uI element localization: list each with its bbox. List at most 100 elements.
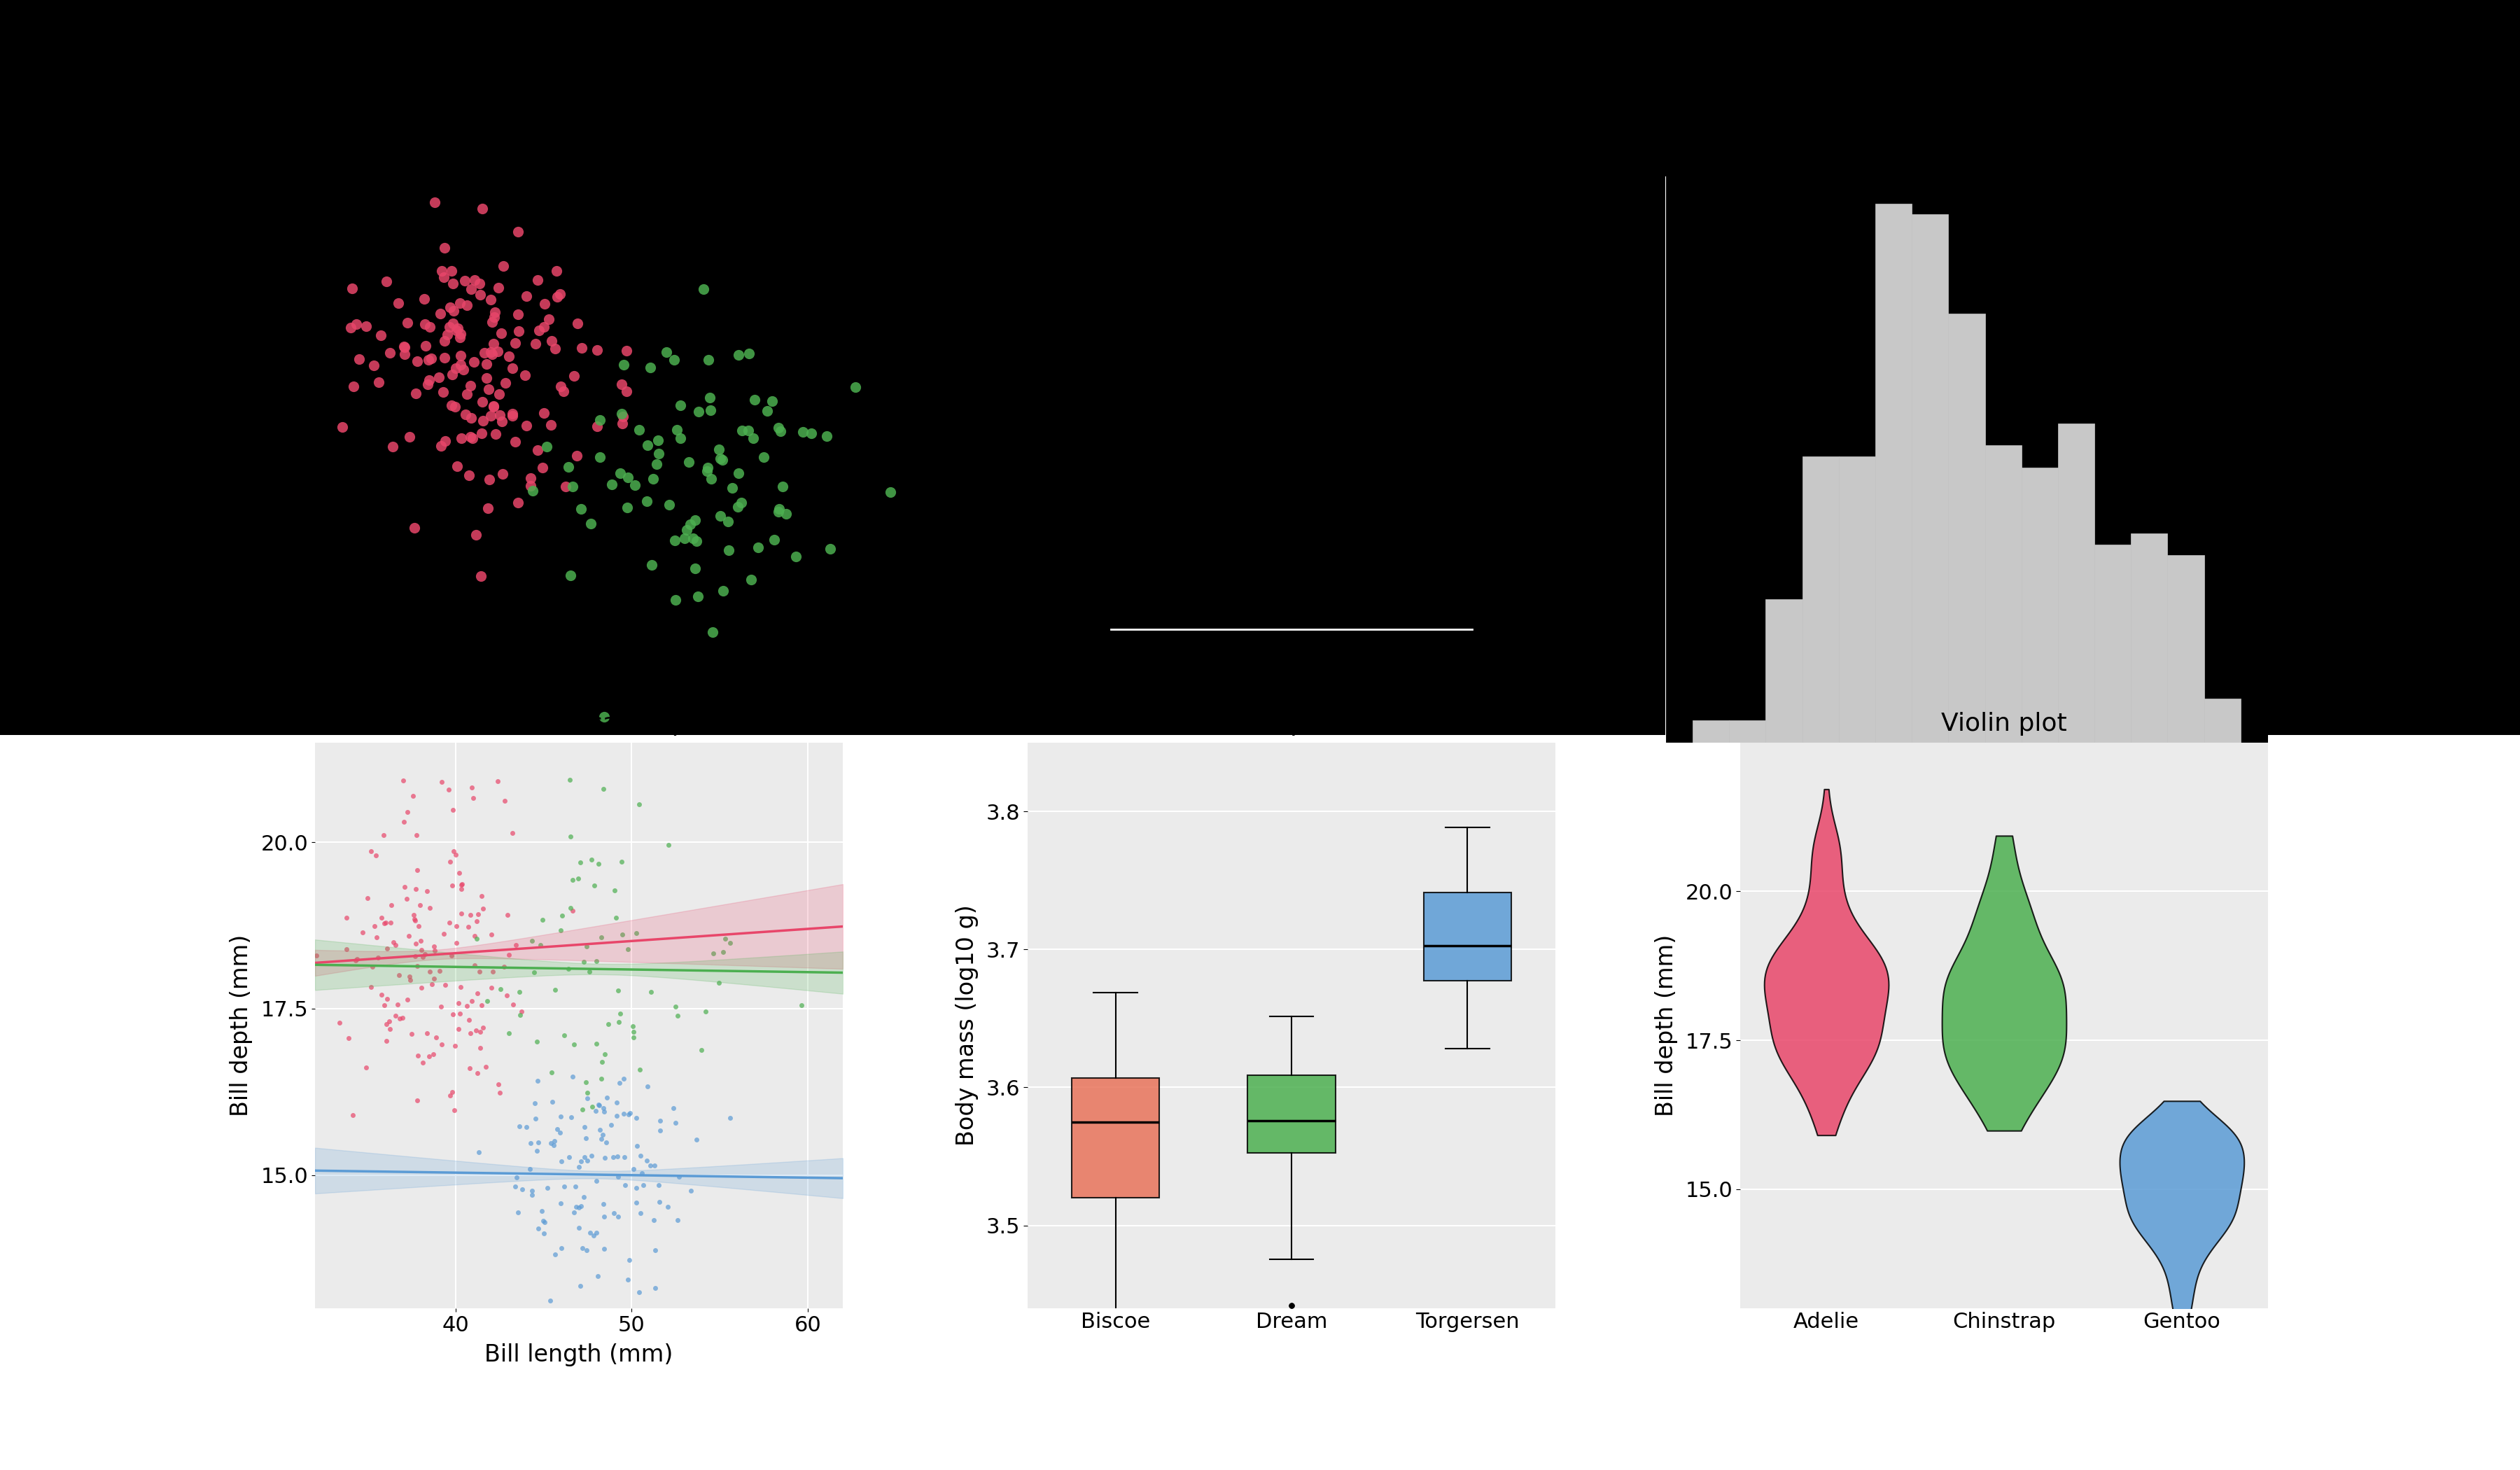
Point [474, 332, 514, 356]
Point [580, 1117, 620, 1141]
Point [552, 1064, 592, 1088]
Point [678, 400, 718, 423]
Point [595, 879, 635, 903]
Point [388, 310, 428, 334]
Point [580, 1094, 620, 1117]
Point [388, 800, 428, 823]
Point [486, 904, 527, 928]
Point [413, 190, 454, 213]
Point [527, 1176, 567, 1200]
Point [499, 1114, 539, 1138]
Point [630, 1154, 670, 1177]
Point [524, 401, 564, 425]
Point [597, 1104, 638, 1127]
Point [554, 1201, 595, 1225]
Point [481, 322, 522, 345]
Point [557, 444, 597, 467]
Point [809, 537, 849, 560]
Point [585, 1236, 625, 1260]
Point [350, 839, 391, 863]
Point [363, 906, 403, 929]
Point [496, 220, 537, 244]
Point [423, 329, 464, 353]
Point [461, 197, 501, 220]
Point [501, 1000, 542, 1023]
Point [428, 778, 469, 801]
Point [491, 822, 532, 845]
Point [575, 1310, 615, 1333]
Point [537, 259, 577, 282]
Point [675, 509, 716, 532]
Point [355, 914, 396, 938]
Point [406, 334, 446, 357]
Point [431, 873, 471, 897]
Point [464, 341, 504, 365]
Point [718, 462, 759, 485]
Point [426, 323, 466, 347]
Point [373, 931, 413, 954]
Point [456, 523, 496, 547]
Point [517, 438, 557, 462]
Point [461, 422, 501, 445]
Point [433, 312, 474, 335]
Point [368, 936, 408, 960]
Bar [1693, 720, 1729, 742]
Point [517, 1107, 557, 1130]
Point [441, 353, 481, 376]
Point [368, 986, 408, 1010]
Point [607, 340, 648, 363]
Point [469, 378, 509, 401]
Point [464, 1016, 504, 1039]
Point [743, 445, 784, 469]
Point [706, 926, 746, 950]
Point [559, 1194, 600, 1217]
Point [834, 375, 874, 398]
Point [365, 994, 406, 1017]
Point [675, 529, 716, 553]
Point [524, 1208, 564, 1232]
Point [355, 844, 396, 867]
Point [396, 932, 436, 956]
Point [517, 1139, 557, 1163]
Point [753, 390, 794, 413]
Point [690, 398, 731, 422]
Point [570, 1222, 610, 1245]
Point [466, 366, 507, 390]
Point [509, 1157, 549, 1180]
Point [627, 1150, 668, 1173]
Point [582, 1127, 622, 1151]
Point [396, 944, 436, 967]
Point [438, 316, 479, 340]
Point [360, 323, 401, 347]
Point [474, 394, 514, 417]
Point [610, 1248, 650, 1272]
Y-axis label: Bill depth (mm): Bill depth (mm) [1656, 935, 1678, 1116]
Point [552, 475, 592, 498]
Point [433, 1003, 474, 1026]
Point [559, 1216, 600, 1239]
Point [585, 1130, 625, 1154]
Point [474, 306, 514, 329]
Point [423, 266, 464, 290]
Point [461, 282, 501, 306]
Point [499, 1003, 539, 1026]
Point [522, 1200, 562, 1223]
Point [615, 922, 655, 945]
Point [451, 375, 491, 398]
Point [501, 1177, 542, 1201]
Point [426, 429, 466, 453]
Point [562, 337, 602, 360]
Point [688, 348, 728, 372]
Point [582, 1097, 622, 1120]
Point [562, 1236, 602, 1260]
Point [592, 1113, 633, 1136]
Point [517, 268, 557, 291]
Point [610, 1101, 650, 1125]
Point [396, 382, 436, 406]
Point [524, 1210, 564, 1233]
Point [423, 922, 464, 945]
Point [471, 343, 512, 366]
Point [577, 1032, 617, 1055]
Point [645, 341, 685, 365]
Point [627, 1075, 668, 1098]
